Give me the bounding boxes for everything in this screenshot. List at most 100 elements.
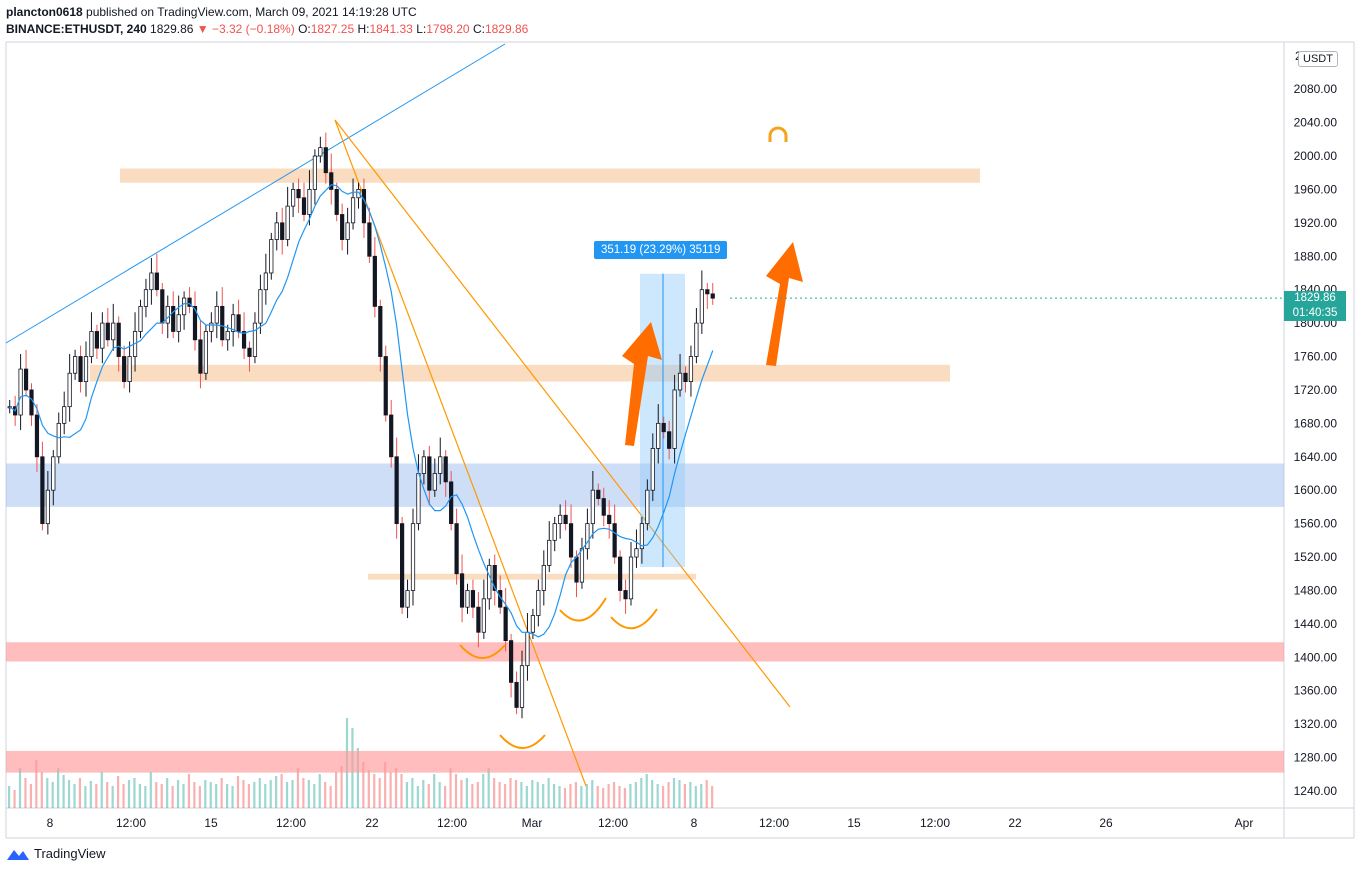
chart-frame: [5, 41, 1355, 839]
volume-bar: [307, 780, 310, 808]
author-name[interactable]: plancton0618: [6, 5, 83, 19]
candle-body: [563, 514, 568, 525]
candle-body: [105, 322, 110, 341]
volume-bar: [280, 774, 283, 808]
tradingview-logo-icon: [7, 849, 29, 860]
volume-bar: [318, 774, 321, 808]
candle-body: [394, 456, 399, 525]
candle-body: [656, 422, 661, 449]
time-tick-label: Mar: [522, 816, 543, 830]
moving-average-layer: [9, 184, 714, 638]
candle-body: [476, 606, 481, 633]
zone-support: [6, 750, 1284, 773]
candle-body: [410, 523, 416, 591]
candle-body: [176, 314, 181, 332]
volume-bar: [215, 784, 218, 808]
candle-body: [465, 590, 470, 608]
candle-body: [558, 514, 563, 525]
candle-body: [432, 473, 437, 491]
current-price-badge: 1829.86: [1284, 291, 1346, 306]
volume-bar: [171, 786, 174, 808]
candle-body: [94, 331, 99, 349]
candle-body: [274, 222, 279, 240]
candle-body: [34, 414, 40, 458]
volume-bar: [612, 782, 616, 808]
high-value: 1841.33: [369, 22, 413, 36]
time-tick-label: 8: [47, 816, 54, 830]
candle-body: [247, 347, 252, 357]
volume-bar: [362, 762, 365, 808]
time-axis[interactable]: 8 12:00 15 12:00 22 12:00 Mar 12:00 8 12:00 15 12:0…: [47, 816, 1254, 830]
price-tick-label: 1280.00: [1294, 751, 1338, 765]
candle-body: [67, 372, 72, 408]
symbol-label[interactable]: BINANCE:ETHUSDT, 240: [6, 22, 147, 36]
last-price: 1829.86: [150, 22, 194, 36]
footer-brand[interactable]: TradingView: [6, 846, 106, 861]
volume-bar: [493, 778, 496, 808]
volume-bar: [683, 784, 686, 808]
candle-body: [372, 255, 377, 307]
candle-body: [160, 289, 165, 324]
zone-support: [368, 573, 696, 580]
volume-bar: [384, 762, 387, 808]
candle-body: [89, 331, 94, 357]
volume-bar: [471, 784, 474, 808]
candle-body: [307, 189, 312, 215]
volume-bar: [40, 772, 43, 808]
candle-body: [547, 539, 552, 566]
candle-body: [192, 305, 198, 341]
up-arrow-right: [766, 242, 803, 366]
up-arrow-left: [622, 322, 662, 446]
volume-bar: [689, 782, 692, 808]
volume-bar: [536, 782, 539, 808]
volume-bar: [667, 782, 670, 808]
price-axis[interactable]: 2080.00 2040.00 2000.00 1960.00 1920.00 1880.…: [1294, 49, 1338, 798]
volume-bar: [24, 778, 27, 808]
time-tick-label: 12:00: [116, 816, 146, 830]
candle-body: [421, 456, 427, 474]
candle-body: [416, 473, 421, 525]
volume-bar: [340, 766, 343, 808]
candle-body: [171, 305, 176, 332]
volume-bar: [672, 778, 676, 808]
candle-body: [29, 389, 34, 416]
candle-body: [296, 189, 301, 199]
price-tick-label: 1440.00: [1294, 617, 1338, 631]
candle-body: [220, 305, 225, 341]
candle-body: [612, 523, 617, 558]
volume-bar: [525, 786, 528, 808]
candle-body: [596, 489, 601, 499]
measure-label: 351.19 (23.29%) 35119: [594, 241, 728, 259]
currency-badge[interactable]: USDT: [1298, 51, 1338, 67]
candle-body: [378, 305, 383, 357]
volume-bar: [324, 782, 327, 808]
volume-bar: [335, 772, 338, 808]
volume-bar: [705, 780, 708, 808]
price-tick-label: 1560.00: [1294, 517, 1338, 531]
candle-body: [389, 414, 394, 458]
candle-body: [623, 590, 628, 600]
volume-bar: [433, 774, 436, 808]
volume-bar: [476, 782, 479, 808]
price-tick-label: 1520.00: [1294, 550, 1338, 564]
brand-name: TradingView: [34, 846, 106, 861]
candle-body: [677, 372, 683, 391]
price-tick-label: 1320.00: [1294, 717, 1338, 731]
candle-body: [138, 305, 143, 332]
candle-body: [345, 222, 350, 240]
volume-bar: [558, 786, 561, 808]
volume-bar: [460, 780, 463, 808]
candle-body: [263, 272, 268, 291]
candle-body: [639, 523, 645, 550]
high-label: H:: [357, 22, 370, 36]
low-label: L:: [416, 22, 427, 36]
candle-body: [45, 489, 50, 525]
candle-body: [83, 356, 89, 382]
price-tick-label: 1720.00: [1294, 383, 1338, 397]
volume-bar: [111, 786, 114, 808]
candle-body: [454, 523, 459, 575]
moving-average-line: [9, 184, 714, 638]
volume-bar: [629, 784, 632, 808]
volume-bar: [258, 778, 261, 808]
